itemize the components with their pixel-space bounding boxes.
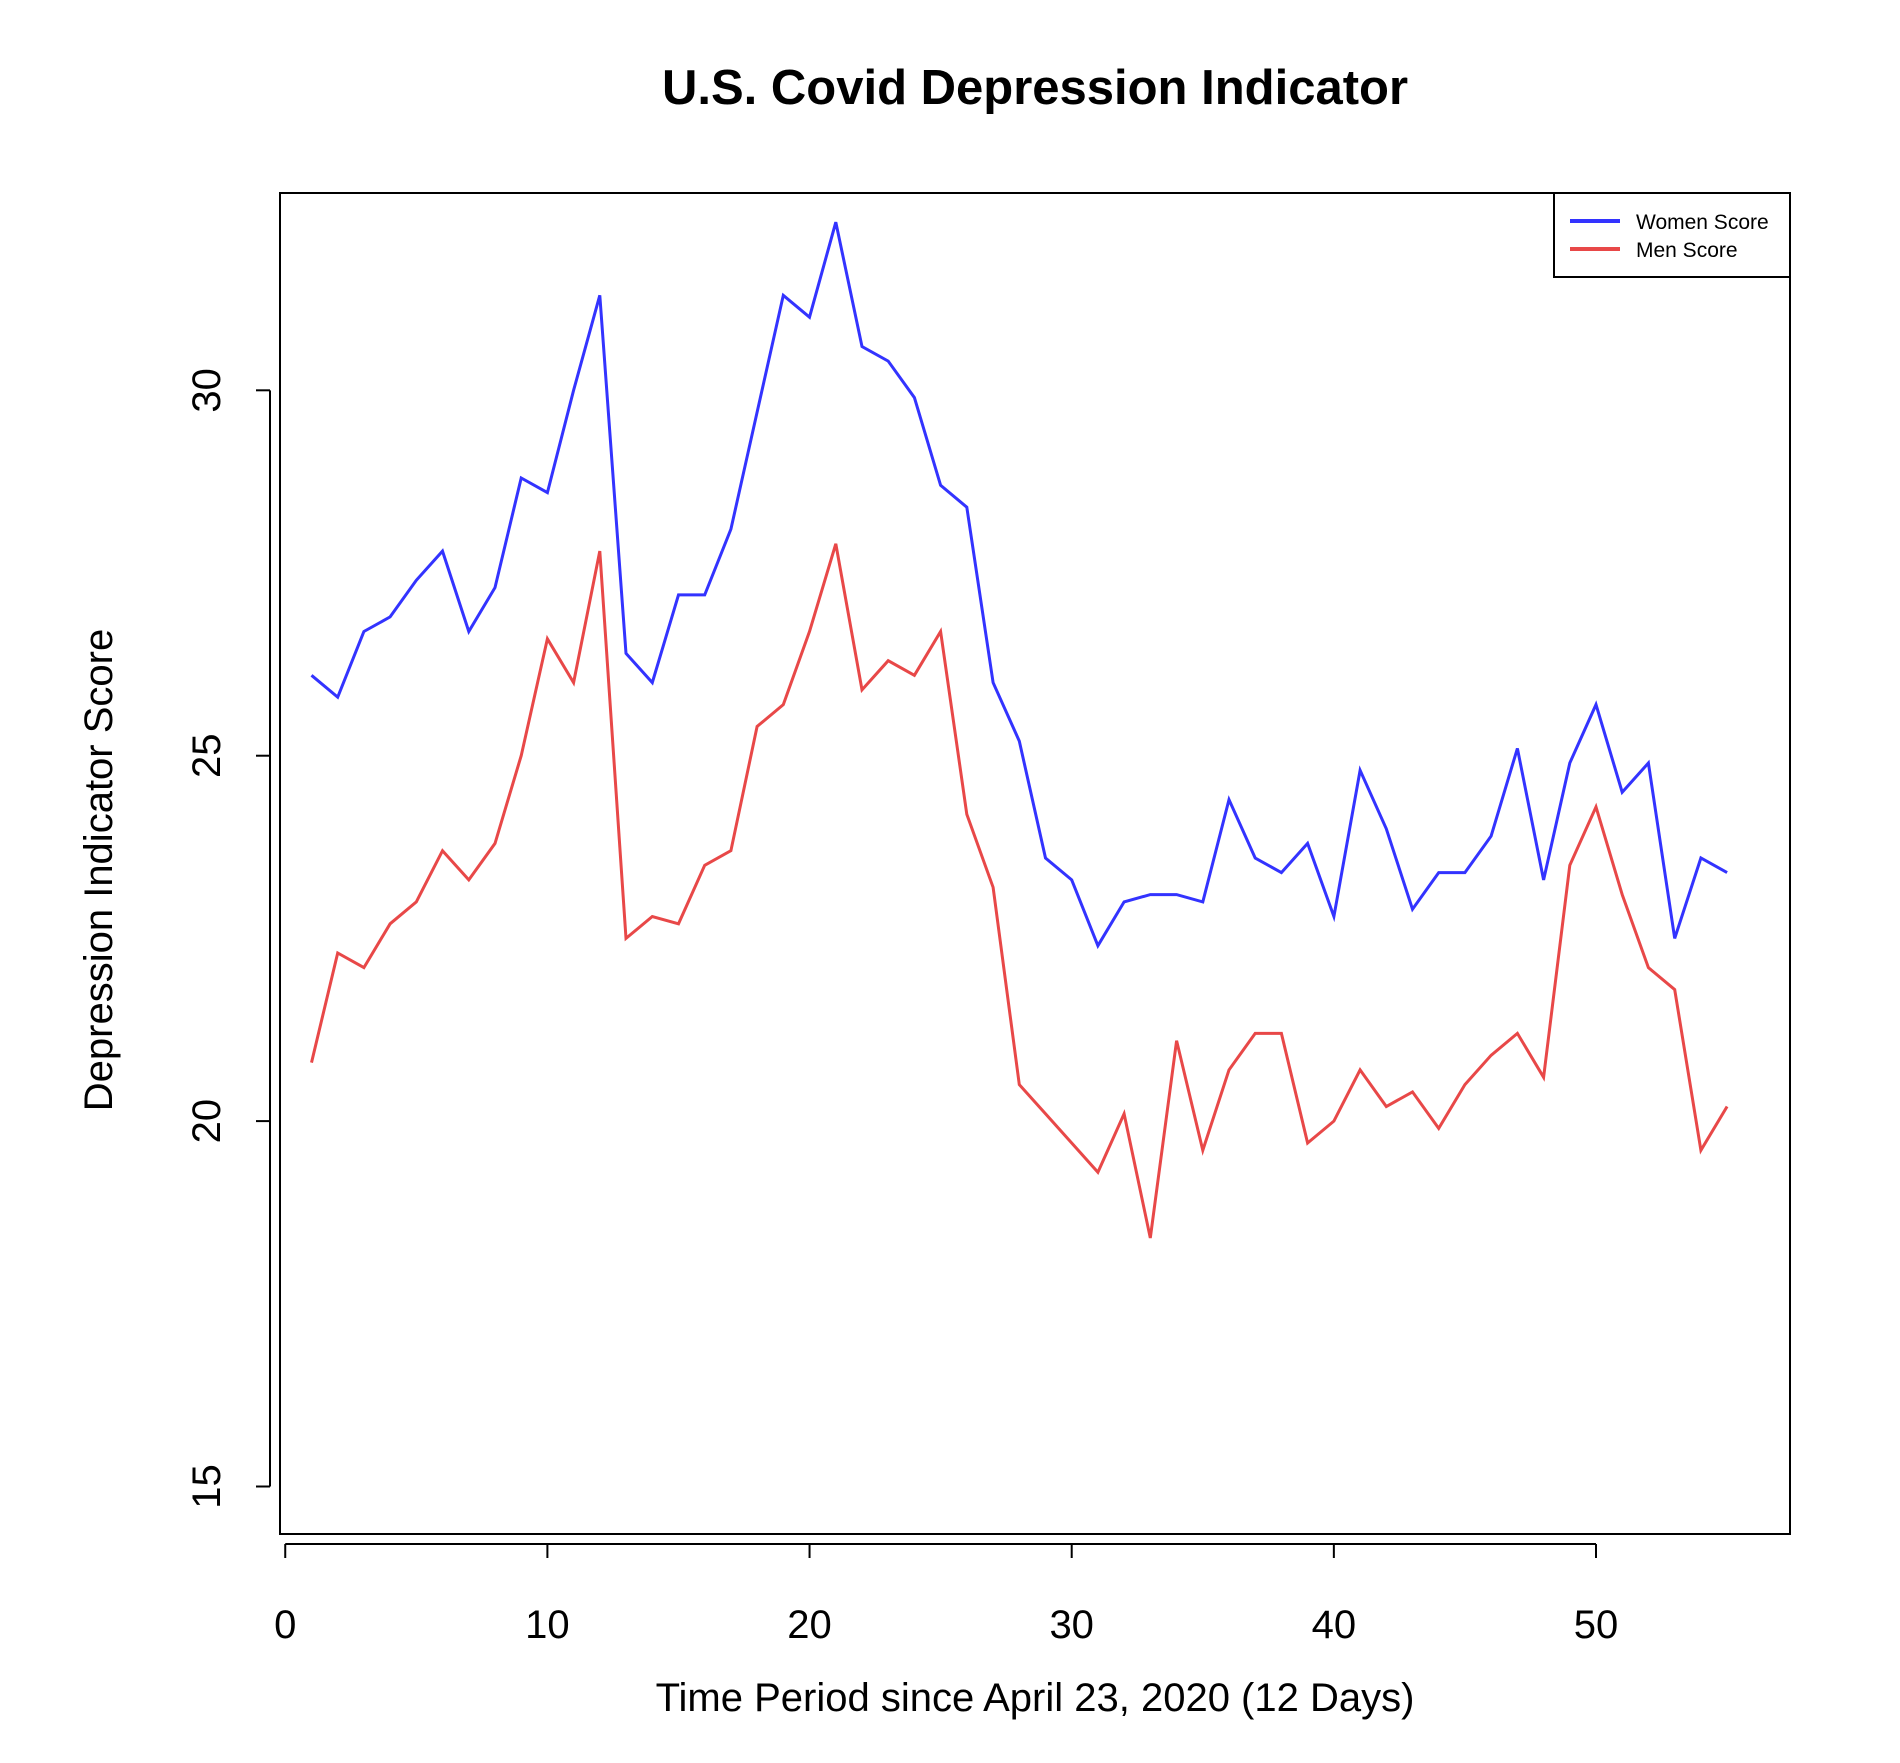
legend: Women Score Men Score [1553, 192, 1791, 278]
x-tick-label: 30 [1049, 1603, 1094, 1647]
legend-label-women: Women Score [1636, 211, 1769, 234]
x-tick-label: 10 [525, 1603, 570, 1647]
x-axis-ticks: 0 10 20 30 40 50 [274, 1544, 1618, 1647]
x-tick-label: 40 [1312, 1603, 1357, 1647]
y-axis-ticks: 15 20 25 30 [185, 368, 270, 1509]
x-axis-label: Time Period since April 23, 2020 (12 Day… [656, 1676, 1415, 1720]
y-tick-label: 15 [185, 1464, 229, 1509]
chart-title: U.S. Covid Depression Indicator [662, 61, 1408, 115]
y-tick-label: 30 [185, 368, 229, 413]
x-tick-label: 0 [274, 1603, 296, 1647]
legend-label-men: Men Score [1636, 239, 1738, 262]
y-tick-label: 25 [185, 733, 229, 778]
x-tick-label: 50 [1574, 1603, 1619, 1647]
y-axis-label: Depression Indicator Score [77, 629, 121, 1111]
legend-box [1553, 192, 1791, 278]
y-tick-label: 20 [185, 1099, 229, 1144]
series-layer [310, 221, 1729, 1239]
women-score-line [310, 221, 1728, 950]
plot-area-frame [279, 192, 1791, 1535]
x-tick-label: 20 [787, 1603, 832, 1647]
men-score-line [310, 543, 1729, 1239]
